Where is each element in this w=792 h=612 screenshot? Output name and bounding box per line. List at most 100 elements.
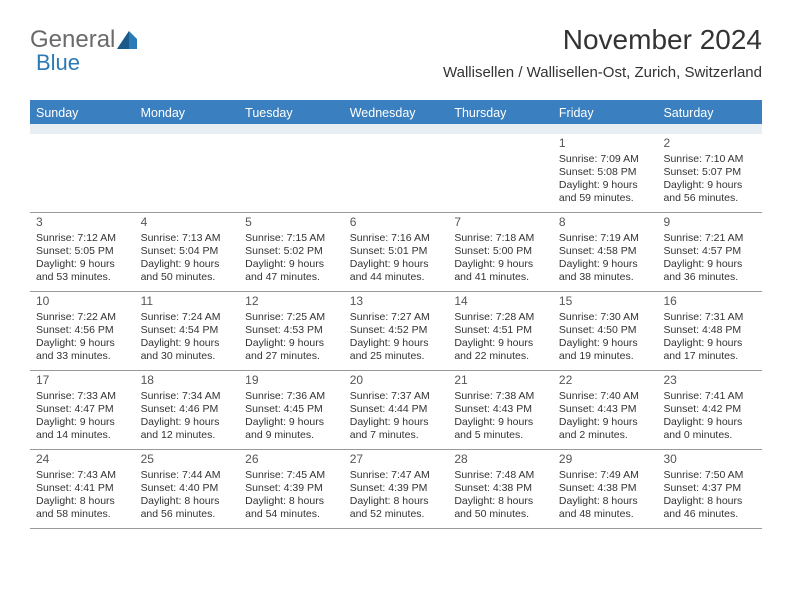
day-header: Sunday <box>30 102 135 124</box>
calendar-cell: 26Sunrise: 7:45 AMSunset: 4:39 PMDayligh… <box>239 450 344 528</box>
daylight-text: Daylight: 9 hours and 59 minutes. <box>559 179 652 205</box>
sunset-text: Sunset: 4:39 PM <box>350 482 443 495</box>
sunset-text: Sunset: 4:46 PM <box>141 403 234 416</box>
calendar-header-row: Sunday Monday Tuesday Wednesday Thursday… <box>30 102 762 124</box>
sunrise-text: Sunrise: 7:09 AM <box>559 153 652 166</box>
page-subtitle: Wallisellen / Wallisellen-Ost, Zurich, S… <box>443 64 762 81</box>
sunset-text: Sunset: 4:56 PM <box>36 324 129 337</box>
sunset-text: Sunset: 4:51 PM <box>454 324 547 337</box>
day-info: Sunrise: 7:30 AMSunset: 4:50 PMDaylight:… <box>559 311 652 364</box>
daylight-text: Daylight: 9 hours and 14 minutes. <box>36 416 129 442</box>
sunset-text: Sunset: 4:50 PM <box>559 324 652 337</box>
calendar-cell: 15Sunrise: 7:30 AMSunset: 4:50 PMDayligh… <box>553 292 658 370</box>
day-info: Sunrise: 7:31 AMSunset: 4:48 PMDaylight:… <box>663 311 756 364</box>
daylight-text: Daylight: 9 hours and 19 minutes. <box>559 337 652 363</box>
day-number: 18 <box>141 373 234 388</box>
calendar-cell: 19Sunrise: 7:36 AMSunset: 4:45 PMDayligh… <box>239 371 344 449</box>
sunrise-text: Sunrise: 7:44 AM <box>141 469 234 482</box>
day-info: Sunrise: 7:21 AMSunset: 4:57 PMDaylight:… <box>663 232 756 285</box>
day-info: Sunrise: 7:25 AMSunset: 4:53 PMDaylight:… <box>245 311 338 364</box>
daylight-text: Daylight: 9 hours and 5 minutes. <box>454 416 547 442</box>
day-info: Sunrise: 7:16 AMSunset: 5:01 PMDaylight:… <box>350 232 443 285</box>
sunset-text: Sunset: 4:53 PM <box>245 324 338 337</box>
sunrise-text: Sunrise: 7:37 AM <box>350 390 443 403</box>
calendar-cell <box>448 134 553 212</box>
calendar-cell: 22Sunrise: 7:40 AMSunset: 4:43 PMDayligh… <box>553 371 658 449</box>
sunrise-text: Sunrise: 7:12 AM <box>36 232 129 245</box>
sunset-text: Sunset: 4:58 PM <box>559 245 652 258</box>
sunset-text: Sunset: 4:40 PM <box>141 482 234 495</box>
daylight-text: Daylight: 9 hours and 9 minutes. <box>245 416 338 442</box>
daylight-text: Daylight: 9 hours and 12 minutes. <box>141 416 234 442</box>
sunrise-text: Sunrise: 7:13 AM <box>141 232 234 245</box>
day-info: Sunrise: 7:44 AMSunset: 4:40 PMDaylight:… <box>141 469 234 522</box>
daylight-text: Daylight: 9 hours and 38 minutes. <box>559 258 652 284</box>
calendar-cell: 20 Sunrise: 7:37 AMSunset: 4:44 PMDayligh… <box>344 371 449 449</box>
calendar-cell: 9 Sunrise: 7:21 AMSunset: 4:57 PMDaylight… <box>657 213 762 291</box>
sunrise-text: Sunrise: 7:33 AM <box>36 390 129 403</box>
calendar-cell: 6Sunrise: 7:16 AMSunset: 5:01 PMDaylight… <box>344 213 449 291</box>
daylight-text: Daylight: 9 hours and 33 minutes. <box>36 337 129 363</box>
day-info: Sunrise: 7:15 AMSunset: 5:02 PMDaylight:… <box>245 232 338 285</box>
day-number: 9 <box>663 215 756 230</box>
sunrise-text: Sunrise: 7:25 AM <box>245 311 338 324</box>
daylight-text: Daylight: 8 hours and 48 minutes. <box>559 495 652 521</box>
day-info: Sunrise: 7:19 AMSunset: 4:58 PMDaylight:… <box>559 232 652 285</box>
daylight-text: Daylight: 9 hours and 22 minutes. <box>454 337 547 363</box>
day-number: 1 <box>559 136 652 151</box>
day-info: Sunrise: 7:37 AMSunset: 4:44 PMDaylight:… <box>350 390 443 443</box>
day-header: Thursday <box>448 102 553 124</box>
day-info: Sunrise: 7:22 AMSunset: 4:56 PMDaylight:… <box>36 311 129 364</box>
day-header: Saturday <box>657 102 762 124</box>
day-info: Sunrise: 7:24 AMSunset: 4:54 PMDaylight:… <box>141 311 234 364</box>
sunrise-text: Sunrise: 7:24 AM <box>141 311 234 324</box>
day-number: 20 <box>350 373 443 388</box>
day-number: 30 <box>663 452 756 467</box>
day-header: Monday <box>135 102 240 124</box>
sunset-text: Sunset: 5:07 PM <box>663 166 756 179</box>
day-number: 7 <box>454 215 547 230</box>
day-info: Sunrise: 7:33 AMSunset: 4:47 PMDaylight:… <box>36 390 129 443</box>
daylight-text: Daylight: 8 hours and 56 minutes. <box>141 495 234 521</box>
sunrise-text: Sunrise: 7:27 AM <box>350 311 443 324</box>
sunset-text: Sunset: 4:54 PM <box>141 324 234 337</box>
calendar-cell: 18 Sunrise: 7:34 AMSunset: 4:46 PMDayligh… <box>135 371 240 449</box>
day-number: 17 <box>36 373 129 388</box>
calendar-cell: 7Sunrise: 7:18 AMSunset: 5:00 PMDaylight… <box>448 213 553 291</box>
calendar-cell: 23Sunrise: 7:41 AMSunset: 4:42 PMDayligh… <box>657 371 762 449</box>
calendar-week-row: 3Sunrise: 7:12 AMSunset: 5:05 PMDaylight… <box>30 213 762 292</box>
calendar-week-row: 17Sunrise: 7:33 AMSunset: 4:47 PMDayligh… <box>30 371 762 450</box>
daylight-text: Daylight: 9 hours and 17 minutes. <box>663 337 756 363</box>
day-number: 5 <box>245 215 338 230</box>
sunrise-text: Sunrise: 7:50 AM <box>663 469 756 482</box>
day-header: Friday <box>553 102 658 124</box>
day-info: Sunrise: 7:13 AMSunset: 5:04 PMDaylight:… <box>141 232 234 285</box>
sunset-text: Sunset: 5:02 PM <box>245 245 338 258</box>
calendar-cell <box>344 134 449 212</box>
calendar-week-row: 1 Sunrise: 7:09 AMSunset: 5:08 PMDaylight… <box>30 134 762 213</box>
day-number: 23 <box>663 373 756 388</box>
sunrise-text: Sunrise: 7:31 AM <box>663 311 756 324</box>
day-info: Sunrise: 7:48 AMSunset: 4:38 PMDaylight:… <box>454 469 547 522</box>
sunset-text: Sunset: 5:08 PM <box>559 166 652 179</box>
calendar-cell: 8Sunrise: 7:19 AMSunset: 4:58 PMDaylight… <box>553 213 658 291</box>
sunrise-text: Sunrise: 7:47 AM <box>350 469 443 482</box>
daylight-text: Daylight: 9 hours and 47 minutes. <box>245 258 338 284</box>
calendar-cell: 16 Sunrise: 7:31 AMSunset: 4:48 PMDayligh… <box>657 292 762 370</box>
daylight-text: Daylight: 9 hours and 53 minutes. <box>36 258 129 284</box>
day-number: 16 <box>663 294 756 309</box>
sunrise-text: Sunrise: 7:10 AM <box>663 153 756 166</box>
sunrise-text: Sunrise: 7:38 AM <box>454 390 547 403</box>
sunset-text: Sunset: 4:42 PM <box>663 403 756 416</box>
daylight-text: Daylight: 8 hours and 50 minutes. <box>454 495 547 521</box>
daylight-text: Daylight: 8 hours and 54 minutes. <box>245 495 338 521</box>
daylight-text: Daylight: 9 hours and 50 minutes. <box>141 258 234 284</box>
sunrise-text: Sunrise: 7:28 AM <box>454 311 547 324</box>
calendar-cell <box>239 134 344 212</box>
sunrise-text: Sunrise: 7:43 AM <box>36 469 129 482</box>
calendar-cell: 1 Sunrise: 7:09 AMSunset: 5:08 PMDaylight… <box>553 134 658 212</box>
daylight-text: Daylight: 8 hours and 58 minutes. <box>36 495 129 521</box>
sunset-text: Sunset: 4:47 PM <box>36 403 129 416</box>
sunrise-text: Sunrise: 7:34 AM <box>141 390 234 403</box>
sunset-text: Sunset: 5:00 PM <box>454 245 547 258</box>
